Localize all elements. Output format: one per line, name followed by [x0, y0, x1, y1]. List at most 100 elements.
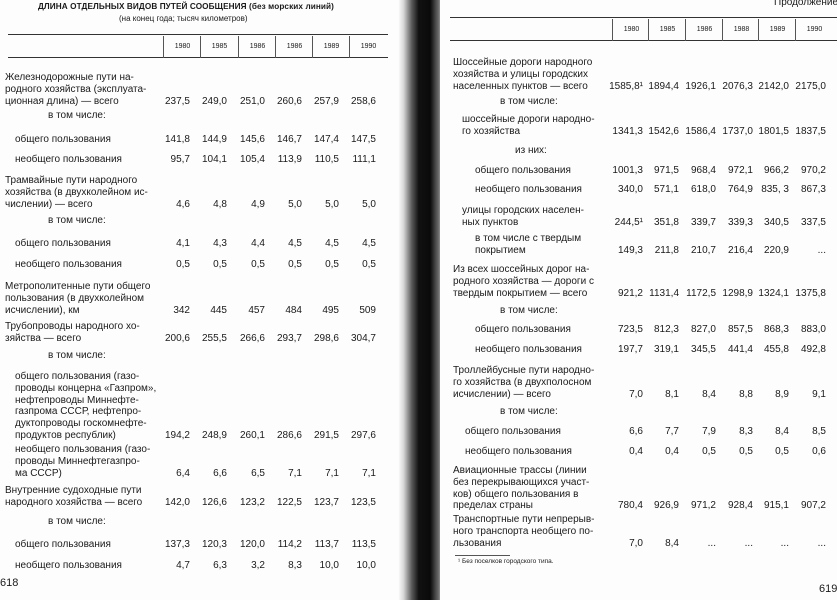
cell-value: 7,1 [362, 467, 376, 479]
cell-value: 968,4 [690, 165, 716, 176]
row-category-label: Железнодорожные пути на- родного хозяйст… [5, 72, 147, 107]
cell-value: 868,3 [763, 324, 789, 335]
cell-value: 1375,8 [795, 287, 826, 299]
row-category-label: Трубопроводы народного хо- зяйства — все… [5, 321, 140, 344]
cell-value: 1926,1 [685, 80, 716, 92]
row-label: шоссейные дороги народно- го хозяйства [462, 114, 595, 137]
cell-value: 492,8 [800, 344, 826, 355]
cell-value: 883,0 [800, 324, 826, 335]
subheading: в том числе: [500, 96, 558, 107]
header-top-rule [8, 34, 388, 35]
cell-value: 1586,4 [685, 125, 716, 137]
cell-value: 2076,3 [722, 80, 753, 92]
row-label: необщего пользования (газо- проводы Минн… [15, 444, 151, 479]
cell-value: 200,6 [164, 332, 190, 344]
cell-value: 455,8 [763, 344, 789, 355]
cell-value: 6,4 [176, 467, 190, 479]
cell-value: 7,7 [665, 426, 679, 437]
cell-value: 827,0 [690, 324, 716, 335]
row-label: общего пользования [475, 165, 571, 176]
cell-value: 255,5 [201, 332, 227, 344]
cell-value: 915,1 [763, 500, 789, 512]
year-header-5: 1990 [349, 36, 387, 58]
row-label: необщего пользования [475, 184, 582, 195]
cell-value: 867,3 [800, 184, 826, 195]
cell-value: 8,4 [775, 426, 789, 437]
cell-value: 339,7 [690, 216, 716, 228]
row-label: улицы городских населен- ных пунктов [462, 205, 584, 228]
row-category-label: Из всех шоссейных дорог на- родного хозя… [453, 264, 594, 299]
year-header-3: 1986 [275, 36, 313, 58]
cell-value: 1341,3 [612, 125, 643, 137]
cell-value: 293,7 [276, 332, 302, 344]
year-header-4: 1989 [758, 19, 796, 41]
cell-value: 1324,1 [758, 287, 789, 299]
table-subtitle: (на конец года; тысяч километров) [119, 14, 248, 23]
cell-value: 857,5 [727, 324, 753, 335]
cell-value: 260,1 [239, 430, 265, 441]
cell-value: 257,9 [313, 95, 339, 107]
row-label: необщего пользования [15, 259, 122, 270]
row-category-label: Шоссейные дороги народного хозяйства и у… [453, 57, 593, 92]
cell-value: 260,6 [276, 95, 302, 107]
row-category-label: Авиационные трассы (линии без перекрываю… [453, 465, 590, 512]
cell-value: 1001,3 [612, 165, 643, 176]
cell-value: 147,4 [313, 134, 339, 145]
cell-value: 8,5 [812, 426, 826, 437]
cell-value: 149,3 [617, 244, 643, 256]
cell-value: 123,5 [350, 496, 376, 508]
cell-value: 104,1 [201, 154, 227, 165]
cell-value: 1131,4 [649, 287, 679, 299]
cell-value: ... [744, 537, 753, 549]
cell-value: 237,5 [164, 95, 190, 107]
cell-value: 8,1 [665, 388, 679, 400]
cell-value: 123,7 [313, 496, 339, 508]
cell-value: 244,5¹ [614, 216, 643, 228]
cell-value: 921,2 [617, 287, 643, 299]
row-label: общего пользования [15, 238, 111, 249]
row-label: общего пользования (газо- проводы концер… [15, 371, 157, 441]
cell-value: 0,4 [665, 446, 679, 457]
cell-value: 210,7 [690, 244, 716, 256]
cell-value: 10,0 [356, 560, 376, 571]
cell-value: 145,6 [239, 134, 265, 145]
row-category-label: Троллейбусные пути народно- го хозяйства… [453, 365, 595, 400]
cell-value: 120,3 [201, 539, 227, 550]
cell-value: 7,0 [629, 388, 643, 400]
row-label: необщего пользования [475, 344, 582, 355]
cell-value: 495 [322, 304, 339, 316]
cell-value: 5,0 [325, 198, 339, 210]
year-header-5: 1990 [795, 19, 833, 41]
cell-value: 6,6 [213, 467, 227, 479]
page-number: 618 [0, 577, 19, 589]
cell-value: 249,0 [201, 95, 227, 107]
cell-value: 304,7 [350, 332, 376, 344]
year-header-1: 1985 [200, 36, 238, 58]
cell-value: 340,0 [617, 184, 643, 195]
cell-value: 141,8 [164, 134, 190, 145]
cell-value: 0,5 [702, 446, 716, 457]
cell-value: 2142,0 [758, 80, 789, 92]
cell-value: 8,9 [775, 388, 789, 400]
cell-value: 0,5 [775, 446, 789, 457]
cell-value: 812,3 [653, 324, 679, 335]
cell-value: 835, 3 [761, 184, 789, 195]
cell-value: 7,0 [629, 537, 643, 549]
cell-value: 126,6 [201, 496, 227, 508]
year-header-0: 1980 [612, 19, 650, 41]
cell-value: 8,4 [702, 388, 716, 400]
row-label: необщего пользования [15, 560, 122, 571]
cell-value: 1737,0 [722, 125, 753, 137]
cell-value: 1172,5 [686, 287, 716, 299]
cell-value: 966,2 [763, 165, 789, 176]
header-bottom-rule [8, 57, 388, 58]
cell-value: ... [780, 537, 789, 549]
row-category-label: Внутренние судоходные пути народного хоз… [5, 485, 143, 508]
cell-value: 928,4 [727, 500, 753, 512]
cell-value: 0,6 [812, 446, 826, 457]
right-page: Продолжение 1980 1985 1986 1988 1989 1990 Шос… [440, 0, 837, 600]
left-page: ДЛИНА ОТДЕЛЬНЫХ ВИДОВ ПУТЕЙ СООБЩЕНИЯ (б… [0, 0, 402, 600]
cell-value: 1894,4 [648, 80, 679, 92]
cell-value: 5,0 [288, 198, 302, 210]
cell-value: 8,3 [288, 560, 302, 571]
